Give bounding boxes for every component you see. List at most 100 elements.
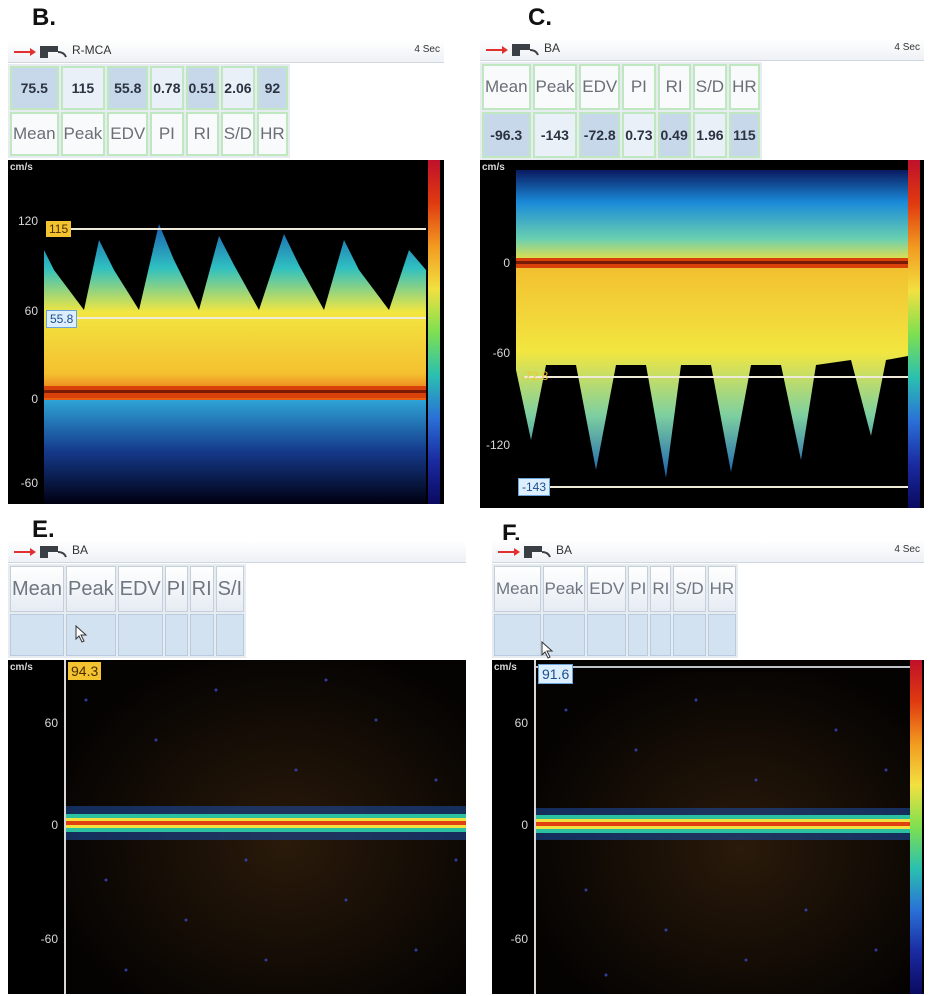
panel-letter: B.: [32, 4, 56, 31]
measurement-table: Mean Peak EDV PI RI S/I: [8, 564, 247, 658]
label-mean: Mean: [482, 64, 531, 110]
panel-letter: C.: [528, 4, 552, 31]
label-edv: EDV: [107, 112, 149, 156]
tick-label: -60: [40, 932, 58, 946]
doppler-spectrum: cm/s 60 0 -60: [492, 660, 924, 994]
value-peak: 115: [60, 66, 106, 110]
vessel-label: BA: [72, 543, 89, 557]
probe-icon: [486, 44, 539, 56]
peak-marker: 115: [46, 221, 72, 237]
label-ri: RI: [189, 566, 214, 612]
value-edv: 55.8: [107, 66, 149, 110]
velocity-axis: cm/s 0 -60 -120: [480, 160, 516, 508]
value-ri: 0.51: [185, 66, 219, 110]
probe-icon: [498, 546, 551, 558]
label-ri: RI: [657, 64, 691, 110]
value-hr: [707, 614, 737, 656]
value-mean: -96.3: [482, 112, 531, 158]
value-edv: -72.8: [579, 112, 621, 158]
color-scale-bar: [908, 160, 920, 508]
value-sd: 2.06: [220, 66, 256, 110]
value-sd: 1.96: [692, 112, 728, 158]
value-pi: [628, 614, 649, 656]
peak-marker: 91.6: [538, 664, 574, 684]
tick-label: 0: [31, 392, 38, 406]
velocity-unit: cm/s: [10, 162, 33, 173]
tick-label: 60: [44, 716, 58, 730]
time-scale-label: 4 Sec: [894, 544, 920, 555]
label-sd: S/D: [220, 112, 256, 156]
label-mean: Mean: [10, 566, 65, 612]
edv-line: [56, 317, 426, 319]
value-sd: [215, 614, 245, 656]
doppler-spectrum: cm/s 0 -60 -120: [480, 160, 924, 508]
value-edv: [117, 614, 163, 656]
label-ri: RI: [185, 112, 219, 156]
value-ri: 0.49: [657, 112, 691, 158]
velocity-axis: cm/s 120 60 0 -60: [8, 160, 44, 504]
value-peak: [66, 614, 116, 656]
panel-header: BA: [8, 540, 466, 563]
panel-header: BA 4 Sec: [480, 38, 924, 61]
label-hr: HR: [707, 566, 737, 612]
value-edv: [587, 614, 627, 656]
color-scale-bar: [910, 660, 922, 994]
panel-e: E. BA Mean Peak EDV PI RI S/I: [8, 516, 466, 994]
measurement-table: Mean Peak EDV PI RI S/D HR -96.3 -143 -7…: [480, 62, 762, 160]
tick-label: -60: [492, 346, 510, 360]
label-hr: HR: [729, 64, 760, 110]
tick-label: -60: [510, 932, 528, 946]
label-edv: EDV: [579, 64, 621, 110]
vessel-label: BA: [556, 543, 573, 557]
tick-label: 0: [503, 256, 510, 270]
peak-marker: 94.3: [68, 662, 102, 680]
label-sd: S/I: [215, 566, 245, 612]
label-pi: PI: [622, 64, 656, 110]
panel-c: C. BA 4 Sec Mean Peak EDV PI RI S/D HR -…: [480, 0, 924, 508]
label-mean: Mean: [10, 112, 59, 156]
value-peak: -143: [532, 112, 578, 158]
label-pi: PI: [164, 566, 188, 612]
mouse-cursor-icon: [541, 641, 554, 659]
label-edv: EDV: [587, 566, 627, 612]
value-sd: [673, 614, 706, 656]
probe-icon: [14, 46, 67, 58]
tick-label: 120: [17, 214, 38, 228]
value-hr: 92: [257, 66, 288, 110]
doppler-spectrum: cm/s 60 0 -60: [8, 660, 466, 994]
value-pi: 0.73: [622, 112, 656, 158]
panel-header: R-MCA 4 Sec: [8, 40, 444, 63]
panel-header: BA 4 Sec: [492, 540, 924, 563]
label-peak: Peak: [66, 566, 116, 612]
color-scale-bar: [428, 160, 440, 504]
spectral-waveform: [44, 224, 426, 504]
value-mean: [494, 614, 554, 659]
vessel-label: R-MCA: [72, 43, 112, 57]
label-hr: HR: [257, 112, 288, 156]
tick-label: -120: [485, 438, 510, 452]
value-hr: 115: [729, 112, 760, 158]
value-mean: [10, 614, 65, 656]
measurement-table: Mean Peak EDV PI RI S/D HR: [492, 564, 739, 659]
tick-label: 60: [514, 716, 528, 730]
velocity-unit: cm/s: [494, 662, 517, 673]
edv-line: [524, 376, 908, 378]
value-mean: 75.5: [10, 66, 59, 110]
peak-marker: -143: [518, 478, 551, 496]
label-peak: Peak: [542, 566, 586, 612]
velocity-axis: cm/s 60 0 -60: [8, 660, 64, 994]
value-ri: [189, 614, 214, 656]
tick-label: -60: [20, 476, 38, 490]
label-edv: EDV: [117, 566, 163, 612]
velocity-unit: cm/s: [10, 662, 33, 673]
velocity-axis: cm/s 60 0 -60: [492, 660, 534, 994]
label-peak: Peak: [532, 64, 578, 110]
edv-marker: 55.8: [46, 310, 78, 328]
peak-line: [536, 666, 910, 668]
probe-icon: [14, 546, 67, 558]
label-sd: S/D: [692, 64, 728, 110]
doppler-spectrum: cm/s 120 60 0 -60: [8, 160, 444, 504]
value-pi: [164, 614, 188, 656]
panel-letter: E.: [32, 516, 55, 543]
peak-line: [56, 228, 426, 230]
